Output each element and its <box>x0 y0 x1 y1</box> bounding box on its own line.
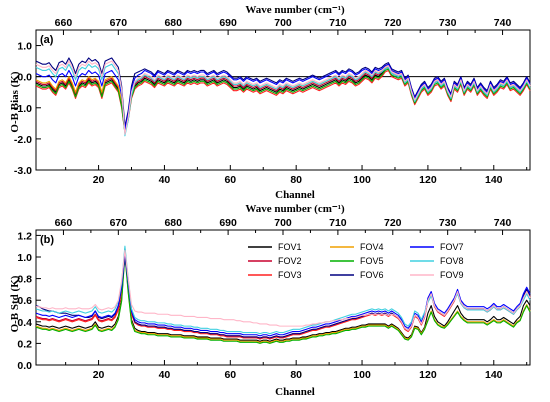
panel-a-top-tick-label: 720 <box>384 17 402 29</box>
panel-a-x-tick-label: 140 <box>485 174 503 186</box>
panel-a-label: (a) <box>40 34 54 46</box>
panel-a-top-tick-label: 740 <box>494 17 512 29</box>
legend-label-fov3: FOV3 <box>278 270 302 280</box>
panel-b-x-tick-label: 120 <box>419 369 437 381</box>
panel-a-top-tick-label: 690 <box>219 17 237 29</box>
panel-a-y-axis-title: O-B Bias (K) <box>9 71 21 132</box>
panel-a-top-tick-label: 730 <box>439 17 457 29</box>
panel-b-std-chart: Wave number (cm⁻¹) O-B Std (K) Channel 2… <box>9 203 531 398</box>
panel-a-x-tick-label: 40 <box>159 174 171 186</box>
panel-a-x-tick-label: 120 <box>419 174 437 186</box>
panel-a-series-fov2 <box>35 65 531 131</box>
panel-a-y-tick-label: -2.0 <box>14 134 32 146</box>
panel-b-y-tick-label: 0.4 <box>17 317 32 329</box>
panel-a-top-tick-label: 660 <box>55 17 73 29</box>
panel-a-y-tick-label: -1.0 <box>14 103 32 115</box>
panel-a-bias-chart: Wave number (cm⁻¹) O-B Bias (K) Channel … <box>9 4 531 201</box>
panel-a-top-tick-label: 680 <box>164 17 182 29</box>
legend-label-fov1: FOV1 <box>278 242 302 252</box>
panel-a-top-tick-label: 670 <box>110 17 128 29</box>
panel-a-top-tick-label: 710 <box>329 17 347 29</box>
panel-b-y-axis-title: O-B Std (K) <box>9 275 21 332</box>
panel-b-x-tick-label: 20 <box>93 369 105 381</box>
panel-b-x-axis-title: Channel <box>275 386 315 398</box>
panel-b-top-tick-label: 690 <box>219 217 237 229</box>
panel-a-top-tick-label: 700 <box>274 17 292 29</box>
legend-label-fov2: FOV2 <box>278 256 302 266</box>
legend-label-fov9: FOV9 <box>440 270 464 280</box>
panel-a-top-axis-title: Wave number (cm⁻¹) <box>245 4 345 16</box>
panel-b-x-tick-label: 80 <box>290 369 302 381</box>
panel-a-x-tick-label: 60 <box>224 174 236 186</box>
legend-label-fov5: FOV5 <box>360 256 384 266</box>
panel-b-top-tick-label: 670 <box>110 217 128 229</box>
panel-a-series-fov5 <box>35 68 531 134</box>
panel-a-x-axis-title: Channel <box>275 189 315 201</box>
panel-b-top-tick-label: 740 <box>494 217 512 229</box>
panel-a-series-fov8 <box>35 63 531 137</box>
panel-b-top-tick-label: 700 <box>274 217 292 229</box>
panel-a-series-fov3 <box>35 69 531 134</box>
panel-b-top-tick-label: 720 <box>384 217 402 229</box>
panel-a-series-fov7 <box>35 63 531 131</box>
panel-b-top-tick-label: 660 <box>55 217 73 229</box>
panel-b-top-tick-label: 680 <box>164 217 182 229</box>
panel-a-x-tick-label: 100 <box>353 174 371 186</box>
legend-label-fov8: FOV8 <box>440 256 464 266</box>
panel-a-y-tick-label: -3.0 <box>14 165 32 177</box>
panel-b-x-tick-label: 140 <box>485 369 503 381</box>
panel-a-x-tick-label: 20 <box>93 174 105 186</box>
panel-b-legend: FOV1 FOV2 FOV3 FOV4 FOV5 FOV6 FOV7 FOV8 FOV9 <box>248 242 464 280</box>
legend-label-fov4: FOV4 <box>360 242 384 252</box>
panel-b-y-tick-label: 0.2 <box>17 338 32 350</box>
legend-label-fov6: FOV6 <box>360 270 384 280</box>
panel-b-series-fov3 <box>35 248 531 340</box>
panel-a-series-fov9 <box>35 60 531 135</box>
panel-a-series-fov4 <box>35 63 531 129</box>
panel-b-top-tick-label: 710 <box>329 217 347 229</box>
panel-a-plot-frame <box>35 29 531 171</box>
panel-b-series-fov7 <box>35 249 531 337</box>
panel-b-y-tick-label: 1.0 <box>17 252 32 264</box>
panel-b-top-tick-label: 730 <box>439 217 457 229</box>
legend-label-fov7: FOV7 <box>440 242 464 252</box>
panel-a-x-tick-label: 80 <box>290 174 302 186</box>
panel-b-label: (b) <box>40 234 54 246</box>
panel-a-y-tick-label: 1.0 <box>17 41 32 53</box>
panel-b-y-tick-label: 0.8 <box>17 274 32 286</box>
panel-b-series-fov5 <box>35 254 531 344</box>
panel-a-y-tick-label: 0.0 <box>17 72 32 84</box>
panel-b-x-tick-label: 40 <box>159 369 171 381</box>
panel-b-series-fov9 <box>36 249 531 331</box>
panel-b-y-tick-label: 0.0 <box>17 360 32 372</box>
panel-b-x-tick-label: 100 <box>353 369 371 381</box>
panel-b-y-tick-label: 1.2 <box>17 230 32 242</box>
panel-b-x-tick-label: 60 <box>224 369 236 381</box>
panel-b-top-axis-title: Wave number (cm⁻¹) <box>245 203 345 215</box>
panel-b-y-tick-label: 0.6 <box>17 295 32 307</box>
